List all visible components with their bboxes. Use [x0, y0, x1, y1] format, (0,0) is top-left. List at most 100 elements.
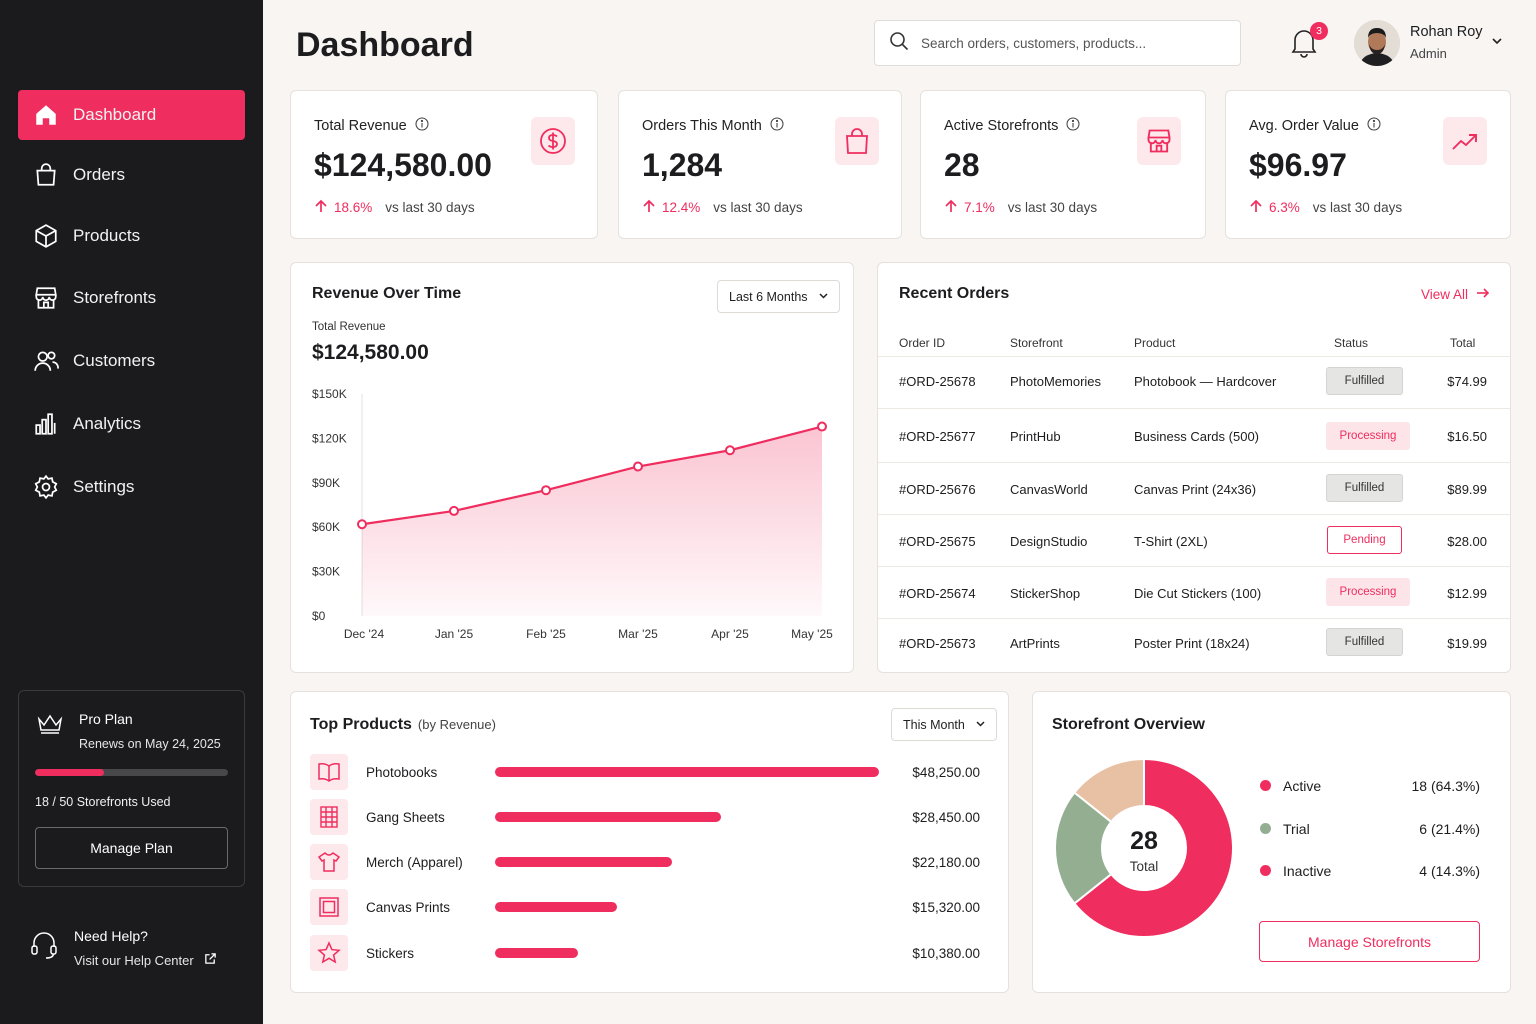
recent-orders-title: Recent Orders — [899, 285, 1010, 302]
top-products-range-dropdown[interactable]: This Month — [891, 708, 997, 741]
order-id[interactable]: #ORD-25674 — [899, 586, 976, 601]
order-id[interactable]: #ORD-25675 — [899, 534, 976, 549]
order-id[interactable]: #ORD-25676 — [899, 482, 976, 497]
legend-value: 18 (64.3%) — [1411, 778, 1480, 794]
view-all-link[interactable]: View All — [1421, 286, 1490, 303]
revenue-point — [449, 505, 459, 516]
help-center-link[interactable]: Visit our Help Center — [74, 952, 217, 968]
sidebar-item-label: Storefronts — [73, 288, 157, 307]
order-id[interactable]: #ORD-25678 — [899, 374, 976, 389]
top-products-card — [290, 691, 1009, 993]
bar-chart-icon — [32, 410, 60, 438]
product-revenue: $15,320.00 — [912, 900, 980, 915]
status-badge: Fulfilled — [1326, 474, 1403, 502]
sidebar-item-label: Products — [73, 226, 141, 245]
crown-icon — [36, 713, 64, 740]
sidebar-item-label: Orders — [73, 165, 125, 184]
stat-delta: 7.1% vs last 30 days — [944, 199, 1097, 216]
search-bar[interactable] — [874, 20, 1241, 66]
column-header-status: Status — [1334, 336, 1369, 350]
dropdown-label: This Month — [903, 717, 965, 732]
sidebar: Dashboard Orders Products Storefronts Cu… — [0, 0, 263, 1024]
user-role: Admin — [1410, 46, 1447, 61]
sidebar-item-label: Customers — [73, 351, 156, 370]
divider — [878, 618, 1510, 619]
divider — [878, 356, 1510, 357]
sidebar-item-customers[interactable]: Customers — [18, 336, 245, 386]
manage-storefronts-button[interactable]: Manage Storefronts — [1259, 921, 1480, 962]
revenue-range-dropdown[interactable]: Last 6 Months — [717, 280, 840, 313]
stat-value: $124,580.00 — [314, 147, 492, 183]
sidebar-item-products[interactable]: Products — [18, 211, 245, 261]
x-tick-label: Feb '25 — [526, 627, 566, 641]
order-id[interactable]: #ORD-25677 — [899, 429, 976, 444]
order-product: Poster Print (18x24) — [1134, 636, 1250, 651]
star-icon — [310, 935, 348, 971]
order-storefront: ArtPrints — [1010, 636, 1060, 651]
sidebar-item-orders[interactable]: Orders — [18, 150, 245, 200]
chevron-down-icon — [975, 718, 986, 732]
revenue-area — [362, 426, 822, 616]
order-total: $12.99 — [1447, 586, 1487, 601]
page-title: Dashboard — [296, 26, 474, 64]
product-name: Canvas Prints — [366, 900, 451, 915]
sidebar-item-analytics[interactable]: Analytics — [18, 399, 245, 449]
product-revenue: $10,380.00 — [912, 946, 980, 961]
y-tick-label: $90K — [312, 476, 340, 490]
revenue-total-label: Total Revenue — [312, 321, 386, 333]
user-menu[interactable]: Rohan Roy Admin — [1354, 20, 1514, 66]
x-tick-label: Jan '25 — [435, 627, 474, 641]
trend-up-icon — [1443, 117, 1487, 165]
legend-dot-trial — [1260, 823, 1271, 834]
legend-label: Active — [1283, 778, 1322, 794]
column-header-product: Product — [1134, 336, 1176, 350]
chevron-down-icon — [818, 290, 829, 304]
bell-icon — [1290, 30, 1318, 62]
notifications-button[interactable]: 3 — [1290, 22, 1328, 62]
sidebar-item-settings[interactable]: Settings — [18, 462, 245, 512]
stat-label: Active Storefronts — [944, 117, 1080, 135]
revenue-line — [361, 425, 823, 526]
dropdown-label: Last 6 Months — [729, 289, 808, 304]
legend-label: Trial — [1283, 821, 1310, 837]
product-name: Merch (Apparel) — [366, 855, 463, 870]
revenue-point — [725, 445, 735, 456]
order-storefront: PhotoMemories — [1010, 374, 1102, 389]
stat-delta-percent: 7.1% — [964, 200, 995, 215]
sidebar-item-storefronts[interactable]: Storefronts — [18, 273, 245, 323]
stat-compare: vs last 30 days — [385, 200, 475, 215]
users-icon — [32, 347, 60, 375]
stat-card-total-revenue: Total Revenue $124,580.00 18.6% vs last … — [290, 90, 598, 239]
stat-label-text: Active Storefronts — [944, 118, 1059, 134]
stat-label-text: Avg. Order Value — [1249, 118, 1359, 134]
stat-card-storefronts: Active Storefronts 28 7.1% vs last 30 da… — [920, 90, 1206, 239]
sidebar-item-dashboard[interactable]: Dashboard — [18, 90, 245, 140]
notification-badge: 3 — [1310, 22, 1328, 40]
info-icon[interactable] — [770, 117, 784, 135]
divider — [878, 408, 1510, 409]
stat-delta-percent: 6.3% — [1269, 200, 1300, 215]
info-icon[interactable] — [1066, 117, 1080, 135]
search-input[interactable] — [921, 35, 1221, 51]
x-tick-label: Dec '24 — [344, 627, 385, 641]
help-center-label: Visit our Help Center — [74, 952, 194, 968]
avatar — [1354, 20, 1400, 66]
stat-value: 28 — [944, 147, 980, 183]
stat-label: Orders This Month — [642, 117, 784, 135]
stat-label: Total Revenue — [314, 117, 429, 135]
order-storefront: StickerShop — [1010, 586, 1081, 601]
info-icon[interactable] — [1367, 117, 1381, 135]
sidebar-item-label: Settings — [73, 477, 135, 496]
revenue-line-chart: $0 $30K $60K $90K $120K $150K Dec '24 Jan '25 Fe… — [312, 387, 833, 641]
stat-compare: vs last 30 days — [1312, 200, 1403, 215]
book-icon — [310, 754, 348, 790]
manage-plan-button[interactable]: Manage Plan — [35, 827, 228, 869]
order-total: $16.50 — [1447, 429, 1487, 444]
plan-usage-fill — [35, 769, 105, 776]
stat-label: Avg. Order Value — [1249, 117, 1381, 135]
top-products-subtitle: (by Revenue) — [417, 717, 496, 732]
info-icon[interactable] — [415, 117, 429, 135]
headset-icon — [30, 930, 58, 965]
stat-delta-percent: 12.4% — [662, 200, 701, 215]
order-id[interactable]: #ORD-25673 — [899, 636, 976, 651]
